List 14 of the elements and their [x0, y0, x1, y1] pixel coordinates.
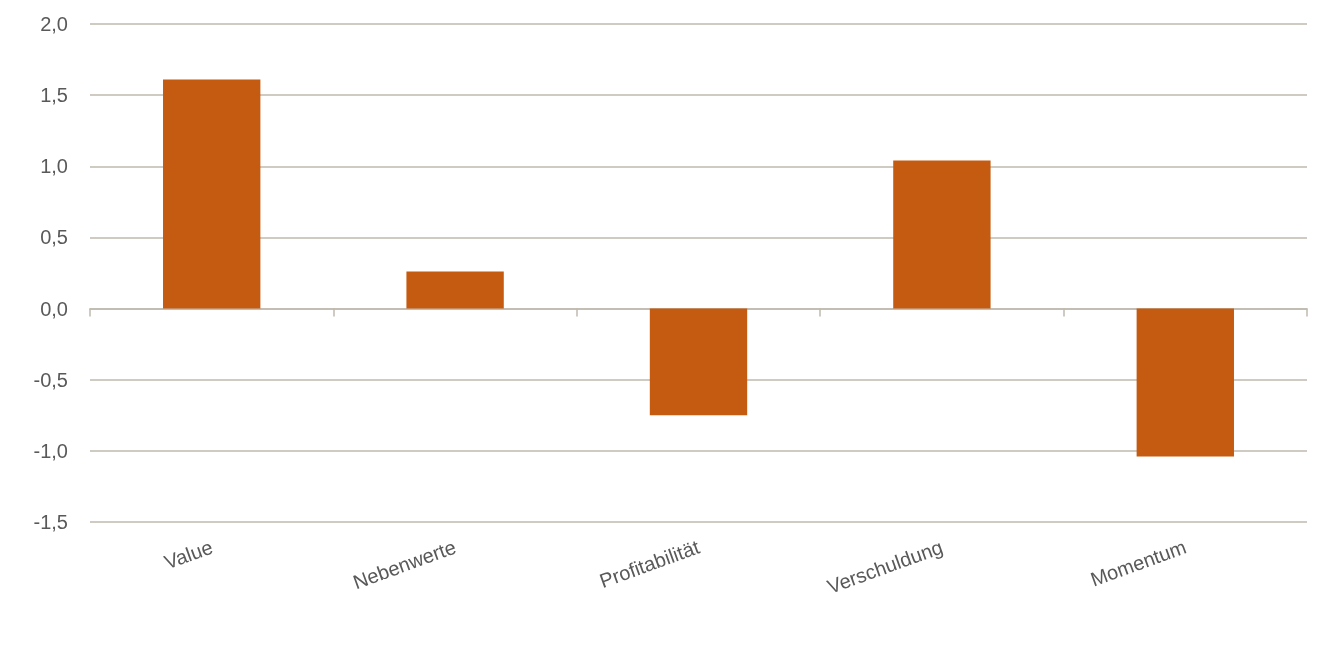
- y-tick-label: 0,5: [40, 226, 68, 249]
- y-tick-label: -1,0: [33, 439, 68, 462]
- y-tick-label: 0,0: [40, 297, 68, 320]
- bar: [649, 308, 748, 416]
- y-tick-label: 1,5: [40, 84, 68, 107]
- y-tick-label: 2,0: [40, 13, 68, 35]
- bar: [893, 160, 991, 309]
- y-tick-label: -0,5: [33, 368, 68, 391]
- bar: [406, 271, 504, 309]
- y-tick-label: 1,0: [40, 155, 68, 178]
- bar: [1136, 308, 1234, 457]
- x-tick-label: Value: [161, 535, 216, 574]
- bar: [163, 79, 261, 309]
- y-tick-label: -1,5: [33, 511, 68, 533]
